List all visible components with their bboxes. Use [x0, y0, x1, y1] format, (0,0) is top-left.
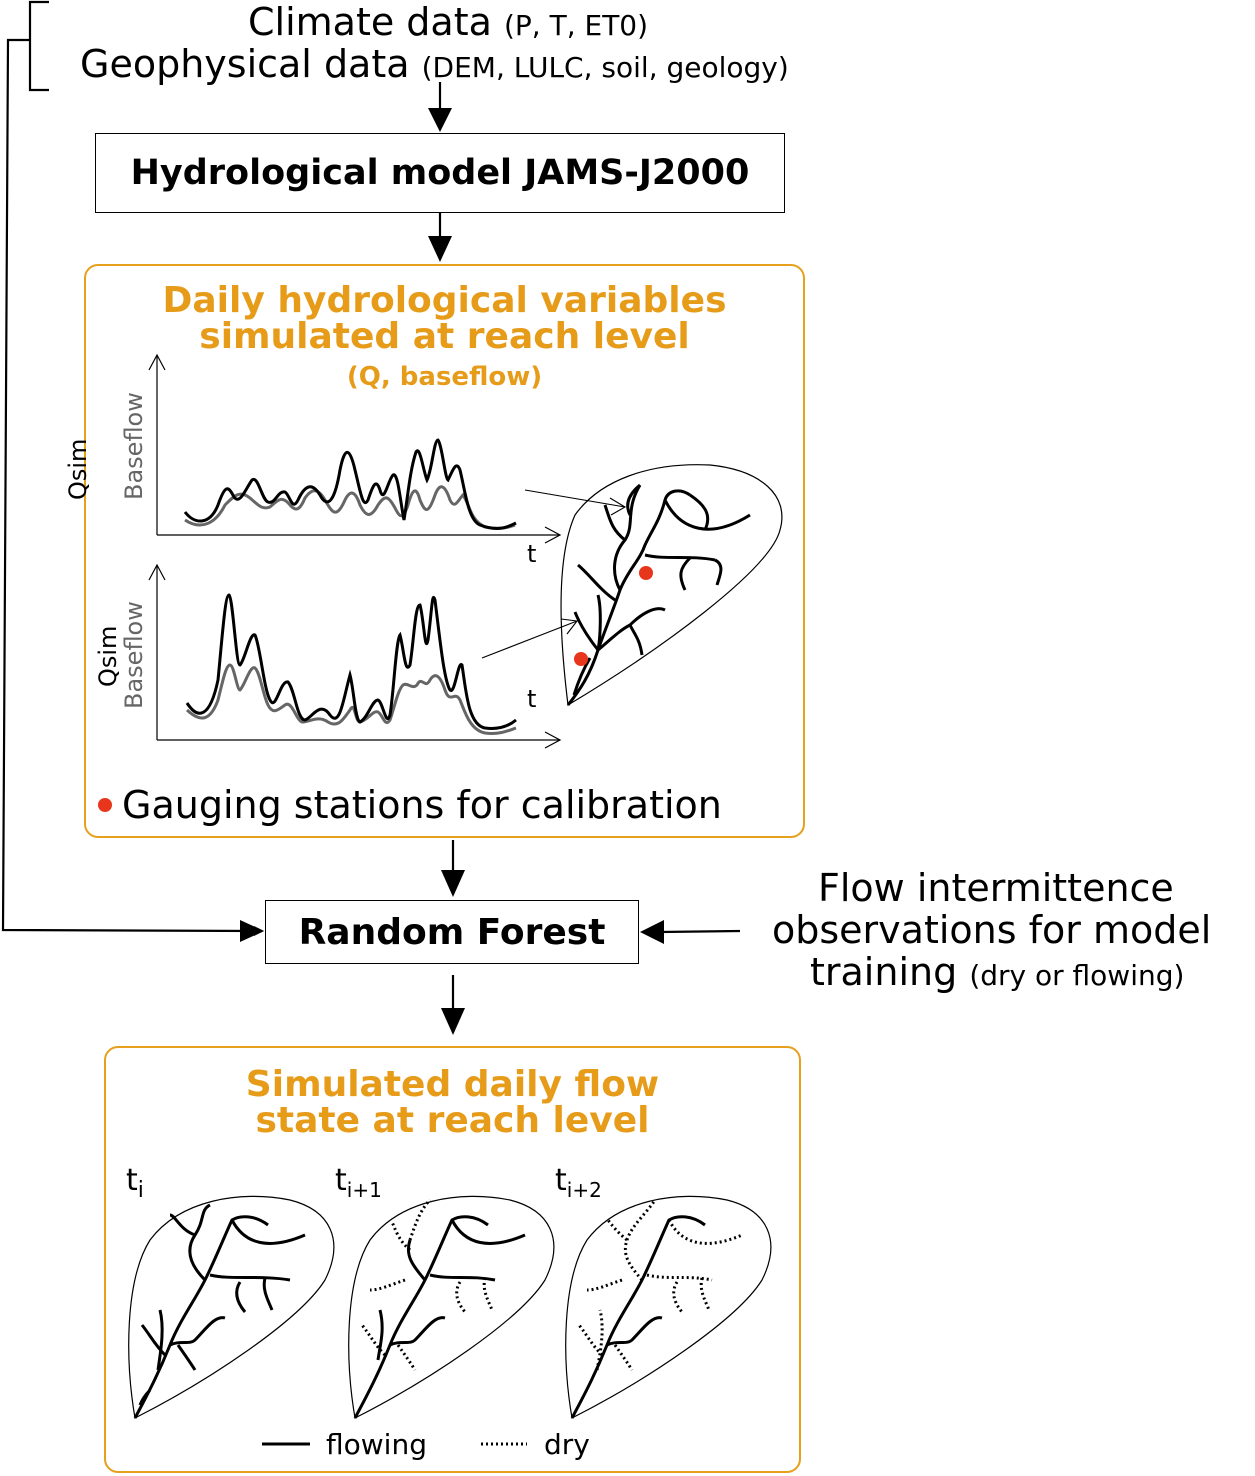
climate-data-name: Climate data — [248, 0, 492, 44]
simulated-flow-panel: Simulated daily flow state at reach leve… — [104, 1046, 801, 1473]
upper-chart — [148, 353, 562, 544]
random-forest-label: Random Forest — [298, 911, 606, 953]
lower-qsim-line — [185, 593, 517, 730]
geophysical-data-detail: (DEM, LULC, soil, geology) — [421, 51, 789, 84]
time-label-ti2-sub: i+2 — [566, 1178, 602, 1202]
upper-axis-qsim-label: Qsim — [64, 438, 92, 500]
time-label-ti1-sub: i+1 — [346, 1178, 382, 1202]
time-label-ti1-base: t — [335, 1163, 347, 1198]
input-bracket — [1, 0, 259, 933]
hydrological-model-box: Hydrological model JAMS-J2000 — [95, 133, 785, 213]
daily-variables-subtitle: (Q, baseflow) — [346, 362, 543, 392]
lower-chart — [148, 563, 562, 749]
random-forest-box: Random Forest — [265, 900, 639, 964]
geophysical-data-name: Geophysical data — [80, 42, 410, 86]
legend-dry-label: dry — [544, 1428, 590, 1461]
gauging-legend-label: Gauging stations for calibration — [122, 783, 722, 827]
climate-data-label: Climate data (P, T, ET0) — [248, 0, 648, 44]
gauging-legend-dot — [98, 798, 112, 812]
simulated-flow-title-1: Simulated daily flow — [245, 1064, 660, 1105]
gauging-station-2 — [574, 652, 588, 666]
observations-training: training — [810, 950, 958, 994]
time-label-ti-base: t — [126, 1163, 138, 1198]
geophysical-data-label: Geophysical data (DEM, LULC, soil, geolo… — [80, 42, 789, 86]
daily-variables-title-2: simulated at reach level — [199, 316, 690, 357]
hydrological-model-label: Hydrological model JAMS-J2000 — [130, 153, 750, 193]
time-label-ti2-base: t — [555, 1163, 567, 1198]
basin-network-main — [560, 464, 783, 706]
time-label-ti: ti — [126, 1163, 144, 1203]
upper-axis-baseflow-label: Baseflow — [120, 392, 148, 500]
climate-data-detail: (P, T, ET0) — [504, 9, 649, 42]
basin-ti1 — [348, 1195, 555, 1419]
time-label-ti2: ti+2 — [555, 1163, 602, 1202]
observations-detail: (dry or flowing) — [969, 959, 1185, 992]
daily-variables-panel: Daily hydrological variables simulated a… — [84, 264, 805, 838]
basin-ti2 — [565, 1195, 772, 1419]
flow-arrows — [438, 82, 741, 1012]
gauging-station-1 — [639, 566, 653, 580]
basin-ti — [128, 1195, 335, 1419]
simulated-flow-title-2: state at reach level — [255, 1100, 650, 1141]
observations-line-2: observations for model — [772, 908, 1212, 952]
upper-baseflow-line — [184, 485, 516, 530]
observations-line-3: training (dry or flowing) — [810, 950, 1184, 994]
observations-line-1: Flow intermittence — [818, 866, 1174, 910]
daily-variables-title-1: Daily hydrological variables — [162, 280, 727, 321]
upper-axis-t-label: t — [527, 540, 537, 568]
legend-flowing-label: flowing — [326, 1428, 427, 1461]
upper-qsim-line — [183, 438, 517, 530]
lower-axis-baseflow-label: Baseflow — [120, 601, 148, 709]
time-label-ti1: ti+1 — [335, 1163, 382, 1202]
lower-axis-t-label: t — [527, 685, 537, 713]
lower-axis-qsim-label: Qsim — [94, 625, 122, 687]
time-label-ti-sub: i — [137, 1178, 144, 1203]
